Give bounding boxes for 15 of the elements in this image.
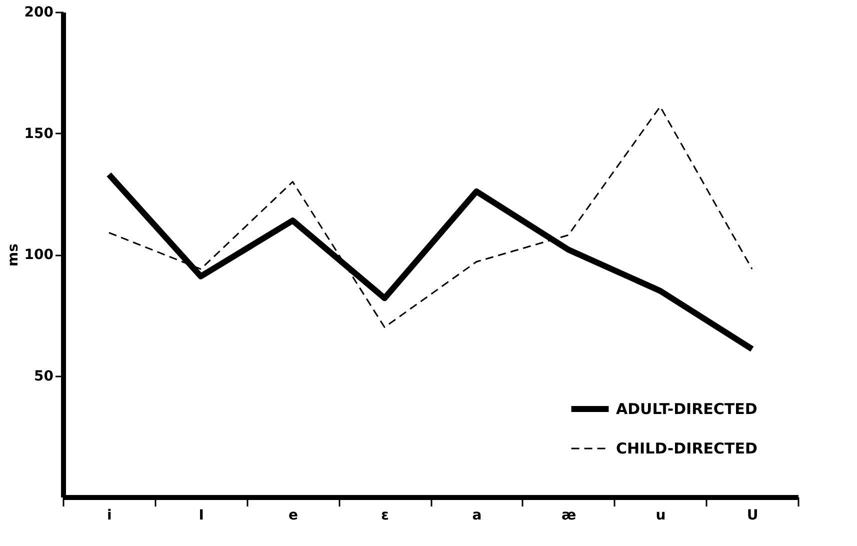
legend-label: CHILD-DIRECTED: [616, 440, 758, 458]
x-tick-label: I: [198, 508, 204, 524]
y-tick-label: 50: [34, 368, 54, 384]
x-tick-label: U: [746, 508, 758, 524]
x-tick-label: a: [472, 508, 482, 524]
legend-label: ADULT-DIRECTED: [616, 400, 758, 418]
x-tick-label: ɛ: [381, 508, 389, 524]
x-tick-label: e: [288, 508, 298, 524]
y-tick-label: 100: [24, 247, 54, 263]
y-axis-title: ms: [5, 244, 22, 266]
x-tick-label: i: [107, 508, 112, 524]
x-tick-label: æ: [561, 508, 576, 524]
x-tick-label: u: [656, 508, 666, 524]
y-tick-label: 150: [24, 126, 54, 142]
y-tick-label: 200: [24, 4, 54, 20]
